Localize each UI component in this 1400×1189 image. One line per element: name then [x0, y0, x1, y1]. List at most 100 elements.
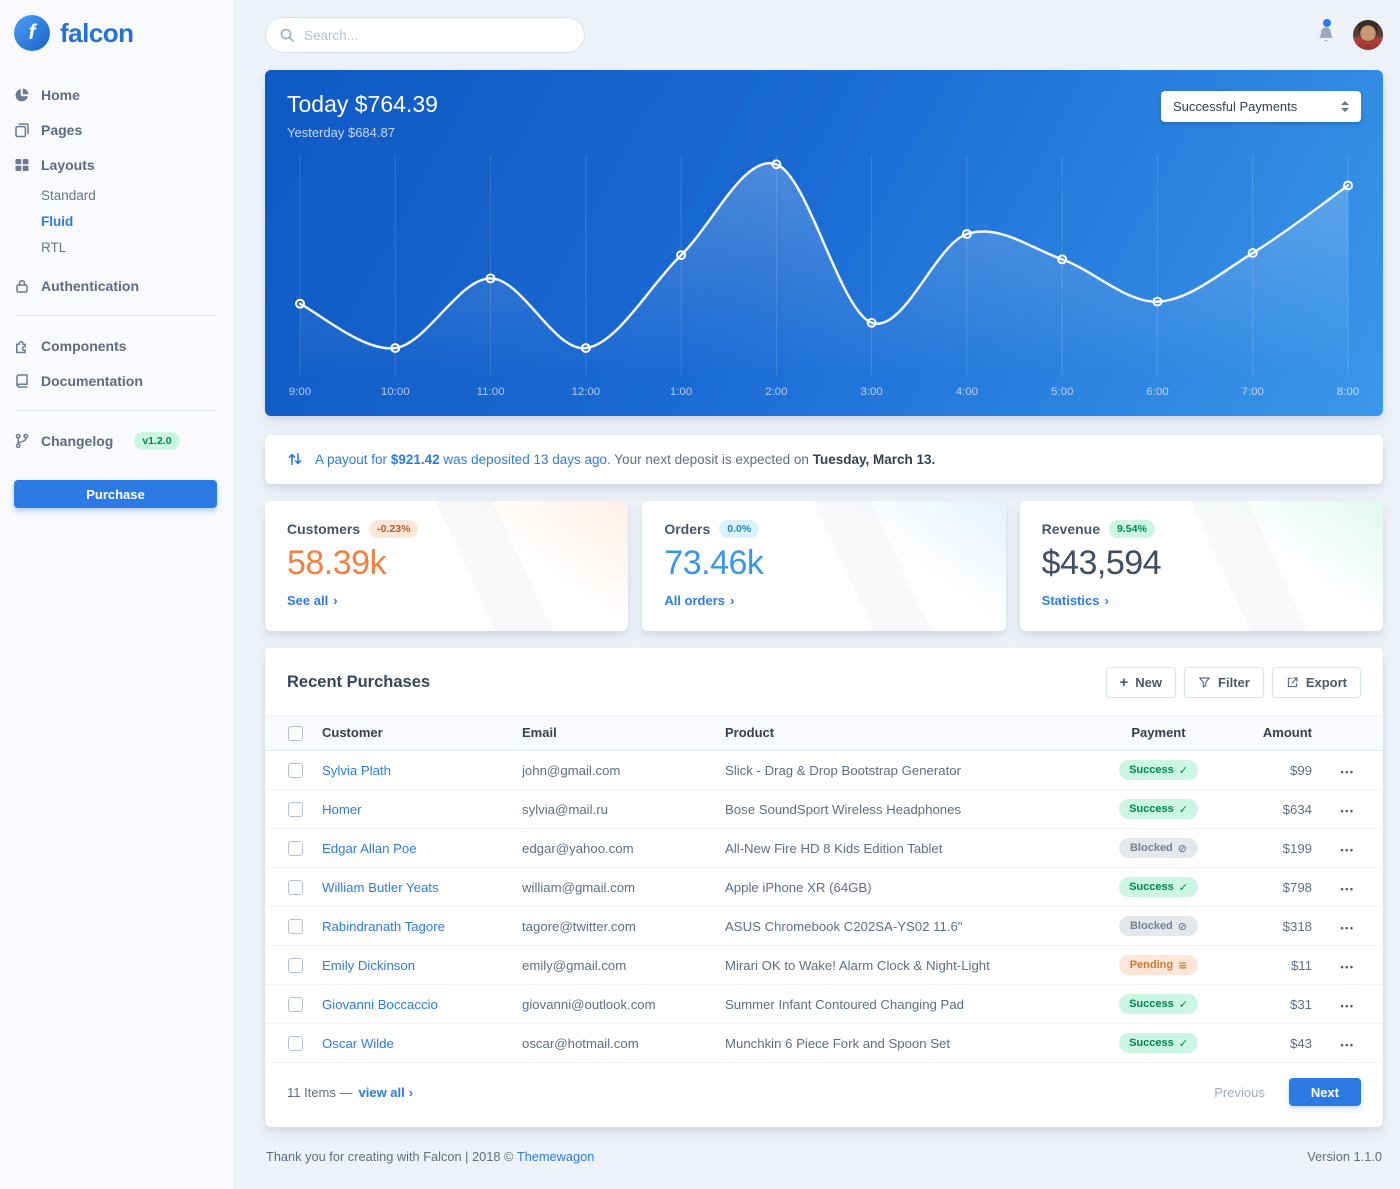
purchase-button[interactable]: Purchase [14, 480, 217, 508]
sidebar-item-changelog[interactable]: Changelog v1.2.0 [14, 423, 217, 458]
customer-link[interactable]: William Butler Yeats [322, 879, 439, 895]
row-checkbox[interactable] [288, 763, 303, 778]
row-checkbox[interactable] [288, 1036, 303, 1051]
themewagon-link[interactable]: Themewagon [516, 1149, 595, 1164]
new-button[interactable]: + New [1105, 666, 1177, 698]
customer-link[interactable]: Emily Dickinson [322, 957, 416, 973]
avatar[interactable] [1353, 20, 1383, 50]
customer-link[interactable]: Oscar Wilde [322, 1035, 394, 1051]
sidebar-item-documentation[interactable]: Documentation [14, 363, 217, 398]
notifications-button[interactable] [1317, 18, 1335, 45]
row-actions-menu[interactable]: ••• [1340, 844, 1355, 855]
see-all-link[interactable]: See all › [287, 592, 338, 608]
row-actions-menu[interactable]: ••• [1340, 922, 1355, 933]
stat-title: Orders [664, 520, 711, 537]
row-actions-menu[interactable]: ••• [1340, 766, 1355, 777]
sidebar-item-label: Authentication [41, 277, 139, 294]
chart-point [1247, 248, 1258, 258]
sidebar-item-pages[interactable]: Pages [14, 112, 217, 147]
customer-link[interactable]: Rabindranath Tagore [322, 918, 445, 934]
code-branch-icon [15, 433, 29, 448]
row-checkbox[interactable] [288, 880, 303, 895]
x-axis-label: 6:00 [1146, 386, 1168, 398]
payout-link[interactable]: A payout for $921.42 was deposited 13 da… [315, 451, 611, 467]
payout-notice: A payout for $921.42 was deposited 13 da… [265, 434, 1383, 484]
chart-point [580, 343, 591, 353]
next-button[interactable]: Next [1288, 1078, 1361, 1106]
row-checkbox[interactable] [288, 958, 303, 973]
column-header-customer: Customer [322, 725, 383, 741]
row-checkbox[interactable] [288, 841, 303, 856]
x-axis-label: 3:00 [860, 386, 882, 398]
puzzle-icon [16, 340, 26, 353]
exchange-arrows-icon [288, 453, 302, 466]
table-header-row: Customer Email Product Payment Amount [265, 715, 1383, 751]
export-button[interactable]: Export [1271, 666, 1361, 698]
x-axis-label: 2:00 [765, 386, 787, 398]
lock-icon [16, 279, 28, 293]
row-actions-menu[interactable]: ••• [1340, 1039, 1355, 1050]
payment-status-badge: Success ✓ [1119, 1033, 1198, 1053]
customer-link[interactable]: Sylvia Plath [322, 762, 391, 778]
sidebar-item-components[interactable]: Components [14, 328, 217, 363]
amount-cell: $634 [1245, 789, 1320, 829]
payment-status-badge: Success ✓ [1119, 799, 1198, 819]
view-all-link[interactable]: view all › [358, 1084, 414, 1100]
row-actions-menu[interactable]: ••• [1340, 883, 1355, 894]
stat-change-badge: -0.23% [369, 519, 419, 538]
sidebar-subitem-fluid[interactable]: Fluid [41, 213, 74, 229]
product-cell: Mirari OK to Wake! Alarm Clock & Night-L… [725, 945, 1080, 985]
product-cell: Slick - Drag & Drop Bootstrap Generator [725, 750, 1080, 790]
all-orders-link[interactable]: All orders › [664, 592, 735, 608]
purchases-header: Recent Purchases + New Filter Export [265, 666, 1383, 715]
x-axis-label: 5:00 [1051, 386, 1073, 398]
customers-card: Customers -0.23% 58.39k See all › [265, 500, 629, 631]
sidebar-item-label: Changelog [41, 432, 114, 449]
sidebar-divider [14, 410, 217, 411]
column-header-email: Email [522, 725, 557, 741]
amount-cell: $318 [1245, 906, 1320, 946]
revenue-card: Revenue 9.54% $43,594 Statistics › [1019, 500, 1383, 631]
sidebar-subitem-rtl[interactable]: RTL [41, 239, 67, 255]
chart-point [676, 250, 687, 261]
payment-status-icon: ⊘ [1177, 841, 1187, 855]
payments-filter-select[interactable]: Successful Payments [1161, 91, 1361, 122]
column-header-product: Product [725, 725, 775, 741]
email-cell: sylvia@mail.ru [522, 789, 725, 829]
sidebar-item-label: Documentation [41, 372, 143, 389]
topbar [265, 17, 1383, 53]
layout-grid-icon [15, 158, 29, 171]
stats-row: Customers -0.23% 58.39k See all › Orders… [265, 500, 1383, 631]
statistics-link[interactable]: Statistics › [1041, 592, 1109, 608]
row-checkbox[interactable] [288, 919, 303, 934]
sidebar-subitem-standard[interactable]: Standard [41, 187, 96, 203]
customer-link[interactable]: Giovanni Boccaccio [322, 996, 438, 1012]
customer-link[interactable]: Edgar Allan Poe [322, 840, 417, 856]
layouts-submenu: Standard Fluid RTL [14, 182, 217, 260]
filter-icon [1199, 677, 1211, 688]
payment-status-icon: ✓ [1178, 880, 1188, 894]
search-input[interactable] [265, 17, 585, 53]
select-all-checkbox[interactable] [288, 726, 303, 741]
row-checkbox[interactable] [288, 997, 303, 1012]
row-actions-menu[interactable]: ••• [1340, 805, 1355, 816]
recent-purchases-card: Recent Purchases + New Filter Export [265, 647, 1383, 1127]
customer-link[interactable]: Homer [322, 801, 362, 817]
sidebar-item-home[interactable]: Home [14, 77, 217, 112]
chart-point [295, 298, 305, 309]
payment-status-icon: ✓ [1178, 997, 1188, 1011]
payment-status-label: Success [1129, 803, 1174, 815]
sidebar-item-layouts[interactable]: Layouts [14, 147, 217, 182]
payments-filter-value: Successful Payments [1173, 99, 1298, 114]
previous-button[interactable]: Previous [1214, 1084, 1265, 1100]
payment-status-icon: ≡ [1178, 958, 1188, 972]
filter-button[interactable]: Filter [1184, 666, 1264, 698]
sidebar-item-authentication[interactable]: Authentication [14, 268, 217, 303]
email-cell: emily@gmail.com [522, 945, 725, 985]
row-checkbox[interactable] [288, 802, 303, 817]
column-header-menu [1320, 715, 1383, 750]
row-actions-menu[interactable]: ••• [1340, 1000, 1355, 1011]
row-actions-menu[interactable]: ••• [1340, 961, 1355, 972]
payment-status-badge: Success ✓ [1119, 994, 1198, 1014]
falcon-logo[interactable]: f falcon [14, 15, 217, 51]
